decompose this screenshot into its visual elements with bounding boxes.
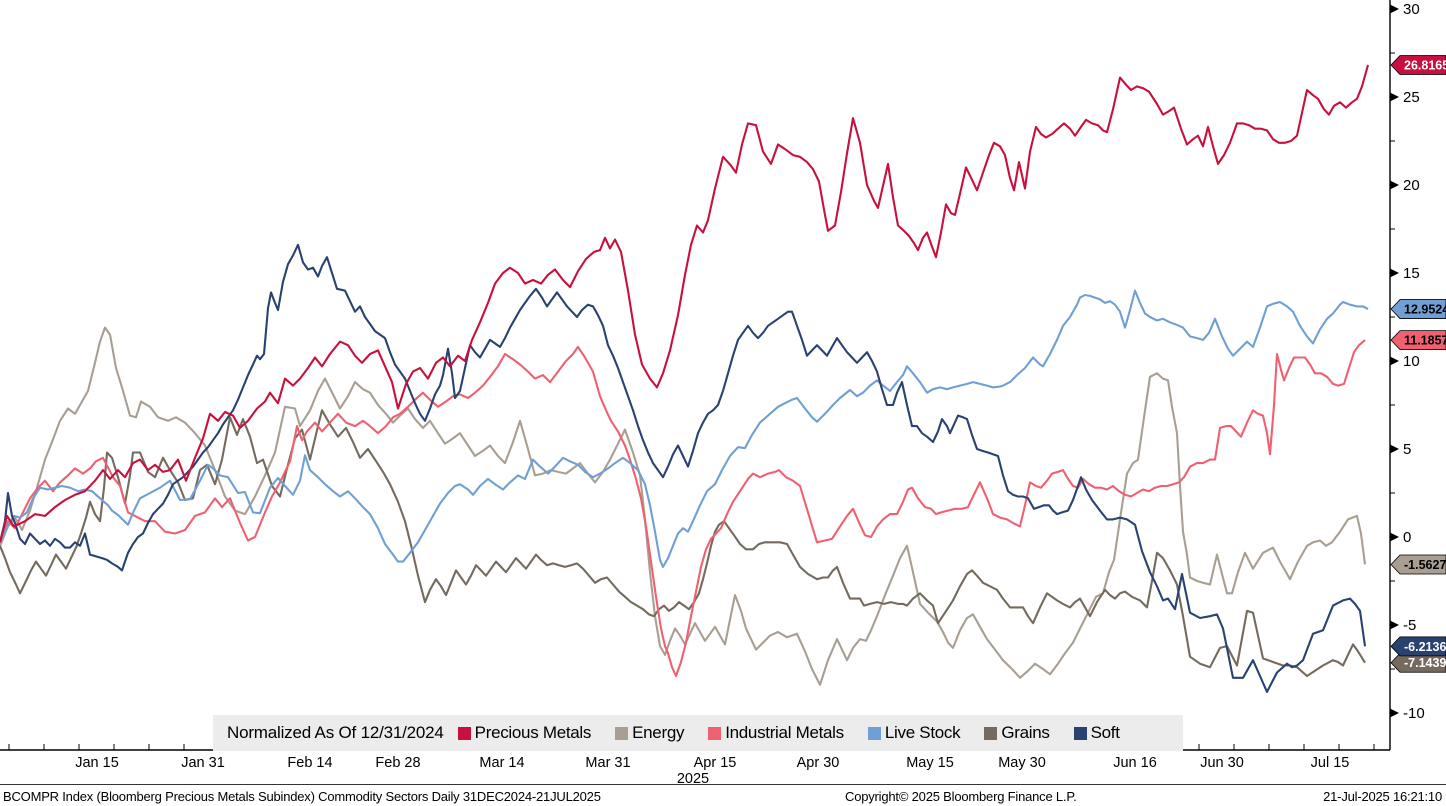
last-value-badge-precious-metals: [1390, 55, 1446, 75]
x-axis-labels: Jan 15 Jan 31 Feb 14 Feb 28 Mar 14 Mar 31 Apr …: [75, 755, 1349, 787]
legend-title: Normalized As Of 12/31/2024: [227, 723, 444, 742]
legend-bar: Normalized As Of 12/31/2024 Precious Met…: [213, 715, 1183, 751]
y-tick-arrow: [1390, 4, 1399, 14]
last-value-badge-industrial-metals: [1390, 330, 1446, 351]
legend-item-grains[interactable]: Grains: [984, 723, 1050, 743]
x-axis-year-label: 2025: [677, 771, 709, 787]
y-tick-label: 30: [1403, 1, 1420, 18]
legend-chip-industrial-metals: [708, 726, 722, 740]
series-line-grains: [0, 409, 1366, 678]
legend-label-energy: Energy: [632, 723, 685, 742]
y-tick-arrow: [1390, 180, 1399, 190]
legend-item-industrial-metals[interactable]: Industrial Metals: [708, 723, 844, 743]
x-tick-label: Mar 31: [585, 755, 630, 771]
chart-description-text: BCOMPR Index (Bloomberg Precious Metals …: [3, 789, 601, 804]
legend-label-grains: Grains: [1001, 723, 1050, 742]
x-tick-label: Apr 30: [797, 755, 840, 771]
y-tick-label: -10: [1403, 705, 1425, 722]
x-tick-label: Feb 14: [287, 755, 332, 771]
x-tick-label: May 30: [998, 755, 1046, 771]
legend-item-precious-metals[interactable]: Precious Metals: [457, 723, 592, 743]
last-value-label-energy: -1.5627: [1404, 558, 1446, 572]
y-tick-label: 5: [1403, 441, 1411, 458]
legend-label-live-stock: Live Stock: [884, 723, 961, 742]
legend-chip-live-stock: [867, 726, 881, 740]
x-tick-label: May 15: [906, 755, 954, 771]
y-tick-label: 15: [1403, 265, 1420, 282]
series-line-precious-metals: [0, 64, 1370, 543]
last-value-badge-live-stock: [1390, 299, 1446, 319]
last-value-label-precious-metals: 26.8165: [1404, 59, 1446, 73]
timestamp-text: 21-Jul-2025 16:21:10: [1323, 789, 1442, 804]
copyright-text: Copyright© 2025 Bloomberg Finance L.P.: [845, 789, 1077, 804]
y-tick-arrow: [1390, 444, 1399, 454]
series-line-live-stock: [0, 289, 1369, 568]
series-line-soft: [0, 243, 1367, 693]
x-tick-label: Jun 30: [1200, 755, 1244, 771]
x-tick-label: Apr 15: [694, 755, 737, 771]
last-value-label-grains: -7.1439: [1404, 656, 1446, 670]
legend-item-live-stock[interactable]: Live Stock: [867, 723, 961, 743]
y-tick-label: 0: [1403, 529, 1411, 546]
x-tick-label: Jul 15: [1311, 755, 1350, 771]
x-tick-label: Mar 14: [479, 755, 524, 771]
last-value-badges: -1.5627 -7.1439 11.1857 12.9524 -6.2136 26.81…: [1390, 55, 1446, 673]
y-tick-arrow: [1390, 620, 1399, 630]
last-value-label-live-stock: 12.9524: [1404, 303, 1446, 317]
y-tick-label: 20: [1403, 177, 1420, 194]
legend-label-precious-metals: Precious Metals: [474, 723, 592, 742]
x-tick-label: Jun 16: [1113, 755, 1157, 771]
y-tick-arrow: [1390, 356, 1399, 366]
legend-label-soft: Soft: [1090, 723, 1120, 742]
legend-item-energy[interactable]: Energy: [615, 723, 684, 743]
series-line-energy: [0, 326, 1367, 686]
y-tick-arrow: [1390, 92, 1399, 102]
x-tick-label: Jan 31: [181, 755, 225, 771]
legend-chip-energy: [615, 726, 629, 740]
y-tick-arrow: [1390, 708, 1399, 718]
y-tick-arrow: [1390, 532, 1399, 542]
x-tick-label: Jan 15: [75, 755, 119, 771]
legend-chip-soft: [1073, 726, 1087, 740]
y-axis: 30 25 20 15 10 5 0 -5 -10: [1390, 1, 1425, 722]
y-tick-arrow: [1390, 268, 1399, 278]
legend-chip-grains: [984, 726, 998, 740]
legend-chip-precious-metals: [457, 726, 471, 740]
series-line-industrial-metals: [0, 339, 1366, 678]
status-bar: BCOMPR Index (Bloomberg Precious Metals …: [0, 784, 1446, 806]
y-tick-label: 25: [1403, 89, 1420, 106]
y-tick-label: 10: [1403, 353, 1420, 370]
last-value-badge-soft: [1390, 636, 1446, 657]
x-tick-label: Feb 28: [375, 755, 420, 771]
last-value-label-soft: -6.2136: [1404, 640, 1446, 654]
last-value-label-industrial-metals: 11.1857: [1404, 334, 1446, 348]
legend-item-soft[interactable]: Soft: [1073, 723, 1120, 743]
last-value-badge-energy: [1390, 554, 1446, 575]
legend-items: Precious Metals Energy Industrial Metals Li…: [457, 723, 1144, 743]
y-tick-label: -5: [1403, 617, 1416, 634]
legend-label-industrial-metals: Industrial Metals: [725, 723, 844, 742]
